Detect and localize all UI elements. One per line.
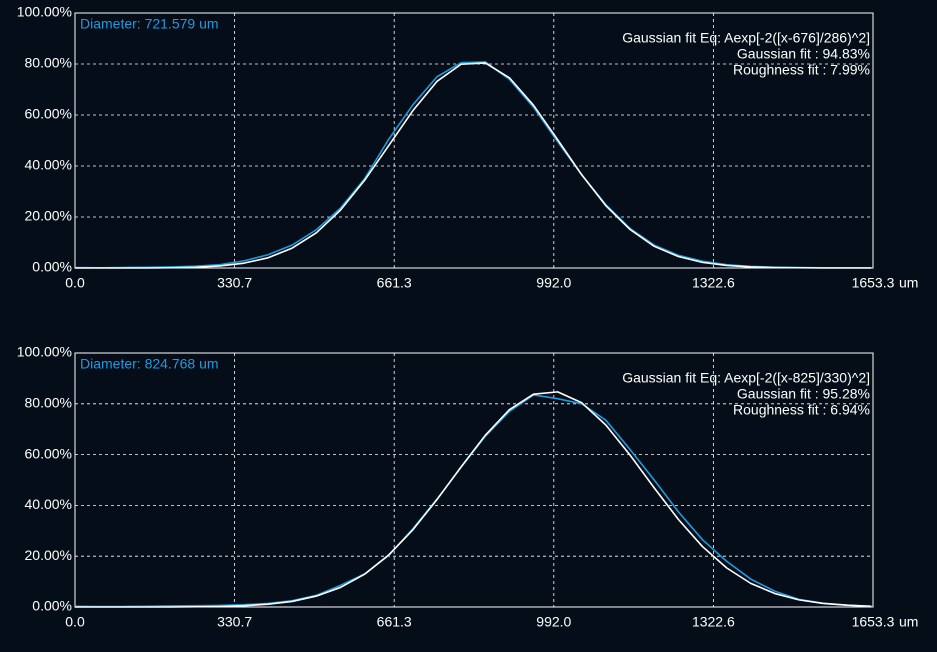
- fit-annotation: Gaussian fit : 95.28%: [737, 386, 870, 402]
- fit-annotation: Roughness fit : 6.94%: [733, 402, 870, 418]
- x-tick-label: 661.3: [377, 614, 412, 630]
- fit-annotation: Roughness fit : 7.99%: [733, 62, 870, 78]
- x-tick-label: 0.0: [65, 614, 85, 630]
- y-tick-label: 60.00%: [25, 445, 72, 461]
- plot-frame: [74, 12, 874, 269]
- profile-line: [75, 62, 872, 269]
- diameter-label: Diameter: 721.579 um: [80, 16, 219, 32]
- y-tick-label: 40.00%: [25, 496, 72, 512]
- fit-annotation: Gaussian fit : 94.83%: [737, 46, 870, 62]
- y-tick-label: 60.00%: [25, 106, 72, 122]
- x-tick-label: 330.7: [217, 275, 252, 291]
- y-tick-label: 40.00%: [25, 157, 72, 173]
- y-tick-label: 80.00%: [25, 55, 72, 71]
- plot-frame: [74, 352, 874, 608]
- x-tick-label: 1322.6: [692, 614, 735, 630]
- y-tick-label: 20.00%: [25, 208, 72, 224]
- x-axis-label: um: [899, 275, 918, 291]
- y-tick-label: 0.00%: [32, 598, 72, 614]
- x-tick-label: 330.7: [217, 614, 252, 630]
- x-axis-label: um: [899, 614, 918, 630]
- y-tick-label: 100.00%: [17, 4, 72, 20]
- x-tick-label: 1322.6: [692, 275, 735, 291]
- fit-annotation: Gaussian fit Eq: Aexp[-2([x-676]/286)^2]: [622, 30, 870, 46]
- y-tick-label: 20.00%: [25, 547, 72, 563]
- x-tick-label: 992.0: [536, 614, 571, 630]
- x-tick-label: 0.0: [65, 275, 85, 291]
- fit-annotation: Gaussian fit Eq: Aexp[-2([x-825]/330)^2]: [622, 370, 870, 386]
- profile-line: [74, 394, 872, 608]
- profile-line: [74, 61, 872, 269]
- y-tick-label: 100.00%: [17, 344, 72, 360]
- y-tick-label: 0.00%: [32, 259, 72, 275]
- x-tick-label: 1653.3: [852, 275, 895, 291]
- profile-line: [75, 391, 872, 608]
- x-tick-label: 992.0: [536, 275, 571, 291]
- y-tick-label: 80.00%: [25, 395, 72, 411]
- x-tick-label: 1653.3: [852, 614, 895, 630]
- diameter-label: Diameter: 824.768 um: [80, 356, 219, 372]
- x-tick-label: 661.3: [377, 275, 412, 291]
